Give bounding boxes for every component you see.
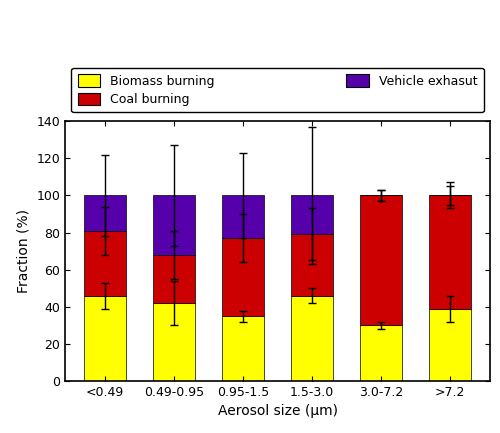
- Bar: [84, 231, 126, 296]
- Bar: [430, 309, 470, 381]
- Bar: [154, 195, 194, 255]
- Bar: [360, 195, 402, 325]
- Bar: [292, 296, 333, 381]
- Bar: [430, 195, 470, 309]
- Bar: [84, 195, 126, 231]
- Bar: [154, 303, 194, 381]
- Bar: [360, 325, 402, 381]
- Bar: [222, 316, 264, 381]
- Bar: [154, 255, 194, 303]
- Bar: [292, 195, 333, 234]
- Bar: [222, 238, 264, 316]
- Bar: [84, 296, 126, 381]
- Bar: [292, 234, 333, 296]
- Y-axis label: Fraction (%): Fraction (%): [16, 209, 30, 293]
- Legend: Biomass burning, Coal burning, Vehicle exhasut: Biomass burning, Coal burning, Vehicle e…: [72, 68, 484, 113]
- X-axis label: Aerosol size (μm): Aerosol size (μm): [218, 404, 338, 418]
- Bar: [222, 195, 264, 238]
